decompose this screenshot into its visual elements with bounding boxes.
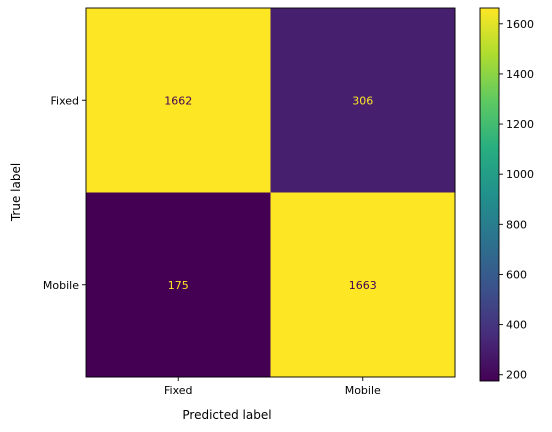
heatmap-cell-1-0 (86, 192, 271, 378)
x-axis-label: Predicted label (182, 408, 271, 422)
colorbar-tick-label: 600 (506, 268, 527, 281)
colorbar-tick-label: 1000 (506, 168, 534, 181)
colorbar-ticks: 200 400 600 800 1000 1200 1400 1600 (499, 18, 534, 382)
cell-value-label-1-0: 175 (168, 279, 189, 292)
heatmap-plot-area: 1662 306 175 1663 Fixed Mobile Fixed Mobile (43, 7, 456, 397)
colorbar-tick-label: 1200 (506, 118, 534, 131)
colorbar: 200 400 600 800 1000 1200 1400 1600 (479, 7, 534, 382)
heatmap-cell-0-0 (86, 8, 271, 193)
colorbar-tick-label: 1600 (506, 18, 534, 31)
colorbar-frame (479, 7, 500, 382)
y-tick-label: Mobile (43, 279, 79, 292)
plot-frame (85, 7, 456, 378)
y-tick-label: Fixed (50, 94, 79, 107)
colorbar-gradient (480, 8, 499, 381)
colorbar-tick-label: 800 (506, 218, 527, 231)
colorbar-tick-label: 1400 (506, 68, 534, 81)
colorbar-tick-label: 400 (506, 319, 527, 332)
y-axis-label: True label (9, 163, 23, 222)
x-tick-label: Mobile (345, 384, 381, 397)
cell-value-label-0-0: 1662 (164, 94, 192, 107)
heatmap-cell-0-1 (270, 8, 456, 193)
cell-value-label-1-1: 1663 (349, 279, 377, 292)
x-tick-label: Fixed (164, 384, 193, 397)
cell-value-label-0-1: 306 (352, 94, 373, 107)
heatmap-cell-1-1 (270, 192, 456, 378)
colorbar-tick-label: 200 (506, 369, 527, 382)
